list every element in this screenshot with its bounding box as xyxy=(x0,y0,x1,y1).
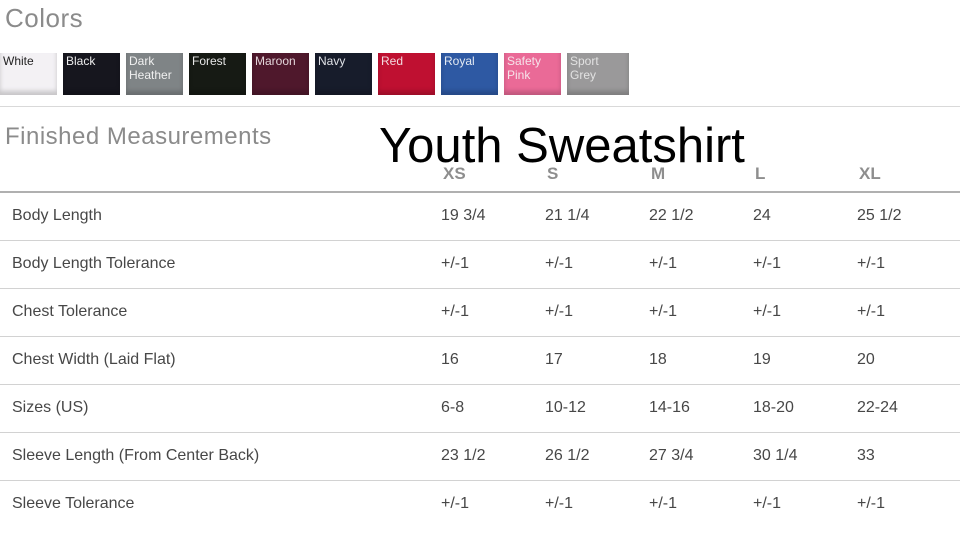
measurement-value: 6-8 xyxy=(441,384,545,433)
table-row-body-length-tolerance: Body Length Tolerance +/-1 +/-1 +/-1 +/-… xyxy=(0,240,960,289)
table-row-sizes-us: Sizes (US) 6-8 10-12 14-16 18-20 22-24 xyxy=(0,384,960,433)
row-label: Body Length Tolerance xyxy=(0,240,441,289)
color-swatch-red[interactable]: Red xyxy=(378,53,435,95)
swatch-label: Red xyxy=(381,54,404,68)
colors-title: Colors xyxy=(5,3,84,33)
color-swatch-black[interactable]: Black xyxy=(63,53,120,95)
size-column-header-l: L xyxy=(753,164,857,193)
measurement-value: 27 3/4 xyxy=(649,432,753,481)
size-column-header-m: M xyxy=(649,164,753,193)
color-swatch-white[interactable]: White xyxy=(0,53,57,95)
row-label: Sleeve Length (From Center Back) xyxy=(0,432,441,481)
table-row-chest-tolerance: Chest Tolerance +/-1 +/-1 +/-1 +/-1 +/-1 xyxy=(0,288,960,337)
swatch-label: Sport Grey xyxy=(570,54,599,82)
measurement-value: +/-1 xyxy=(545,240,649,289)
color-swatch-maroon[interactable]: Maroon xyxy=(252,53,309,95)
measurement-value: +/-1 xyxy=(441,288,545,337)
section-divider xyxy=(0,106,960,107)
color-swatch-sport-grey[interactable]: Sport Grey xyxy=(567,53,629,95)
measurement-value: +/-1 xyxy=(545,495,574,513)
color-swatch-safety-pink[interactable]: Safety Pink xyxy=(504,53,561,95)
product-title: Youth Sweatshirt xyxy=(379,119,745,173)
size-header-row: XS S M L XL xyxy=(0,164,960,193)
measurement-value: 33 xyxy=(857,432,960,481)
measurement-value: 16 xyxy=(441,336,545,385)
color-swatch-row: White Black Dark Heather Forest Maroon N… xyxy=(0,53,960,95)
row-label: Chest Width (Laid Flat) xyxy=(0,336,441,385)
table-row-body-length: Body Length 19 3/4 21 1/4 22 1/2 24 25 1… xyxy=(0,192,960,241)
measurement-value: 19 xyxy=(753,336,857,385)
color-swatch-navy[interactable]: Navy xyxy=(315,53,372,95)
measurement-value: +/-1 xyxy=(857,495,886,513)
size-table: XS S M L XL Body Length 19 3/4 21 1/4 22… xyxy=(0,164,960,528)
measurement-value: 21 1/4 xyxy=(545,192,649,241)
measurement-value: 30 1/4 xyxy=(753,432,857,481)
table-row-sleeve-tolerance: Sleeve Tolerance +/-1 +/-1 +/-1 +/-1 +/-… xyxy=(0,480,960,528)
measurement-value: 10-12 xyxy=(545,384,649,433)
measurement-value: 18 xyxy=(649,336,753,385)
measurement-value: +/-1 xyxy=(857,240,960,289)
swatch-label: Navy xyxy=(318,54,346,68)
color-swatch-dark-heather[interactable]: Dark Heather xyxy=(126,53,183,95)
measurement-value: 17 xyxy=(545,336,649,385)
row-label: Chest Tolerance xyxy=(0,288,441,337)
colors-section: Colors White Black Dark Heather Forest M… xyxy=(0,0,960,95)
measurement-value: +/-1 xyxy=(753,288,857,337)
row-label: Body Length xyxy=(0,192,441,241)
table-row-chest-width: Chest Width (Laid Flat) 16 17 18 19 20 xyxy=(0,336,960,385)
color-swatch-forest[interactable]: Forest xyxy=(189,53,246,95)
swatch-label: Safety Pink xyxy=(507,54,542,82)
size-column-header-s: S xyxy=(545,164,649,193)
row-label: Sizes (US) xyxy=(0,384,441,433)
measurement-value: 19 3/4 xyxy=(441,192,545,241)
measurement-value: +/-1 xyxy=(649,240,753,289)
measurement-value: +/-1 xyxy=(753,495,782,513)
measurement-value: 24 xyxy=(753,192,857,241)
measurement-value: +/-1 xyxy=(857,288,960,337)
measurement-value: +/-1 xyxy=(441,240,545,289)
swatch-label: Maroon xyxy=(255,54,296,68)
measurement-value: 23 1/2 xyxy=(441,432,545,481)
measurement-value: 26 1/2 xyxy=(545,432,649,481)
measurement-value: +/-1 xyxy=(545,288,649,337)
measurement-value: 14-16 xyxy=(649,384,753,433)
measurement-value: 22-24 xyxy=(857,384,960,433)
size-column-header-xl: XL xyxy=(857,164,960,193)
swatch-label: Forest xyxy=(192,54,227,68)
color-swatch-royal[interactable]: Royal xyxy=(441,53,498,95)
empty-header-cell xyxy=(0,164,441,193)
swatch-label: Black xyxy=(66,54,96,68)
measurement-value: +/-1 xyxy=(753,240,857,289)
table-row-sleeve-length: Sleeve Length (From Center Back) 23 1/2 … xyxy=(0,432,960,481)
measurement-value: 18-20 xyxy=(753,384,857,433)
swatch-label: Dark Heather xyxy=(129,54,172,82)
measurement-value: 20 xyxy=(857,336,960,385)
measurement-value: 22 1/2 xyxy=(649,192,753,241)
measurement-value: 25 1/2 xyxy=(857,192,960,241)
measurement-value: +/-1 xyxy=(649,288,753,337)
measurement-value: +/-1 xyxy=(441,495,470,513)
measurement-value: +/-1 xyxy=(649,495,678,513)
size-column-header-xs: XS xyxy=(441,164,545,193)
swatch-label: White xyxy=(3,54,34,68)
measurements-section: Finished Measurements Youth Sweatshirt X… xyxy=(0,119,960,528)
row-label: Sleeve Tolerance xyxy=(12,495,135,513)
measurements-title: Finished Measurements xyxy=(5,123,272,150)
swatch-label: Royal xyxy=(444,54,475,68)
